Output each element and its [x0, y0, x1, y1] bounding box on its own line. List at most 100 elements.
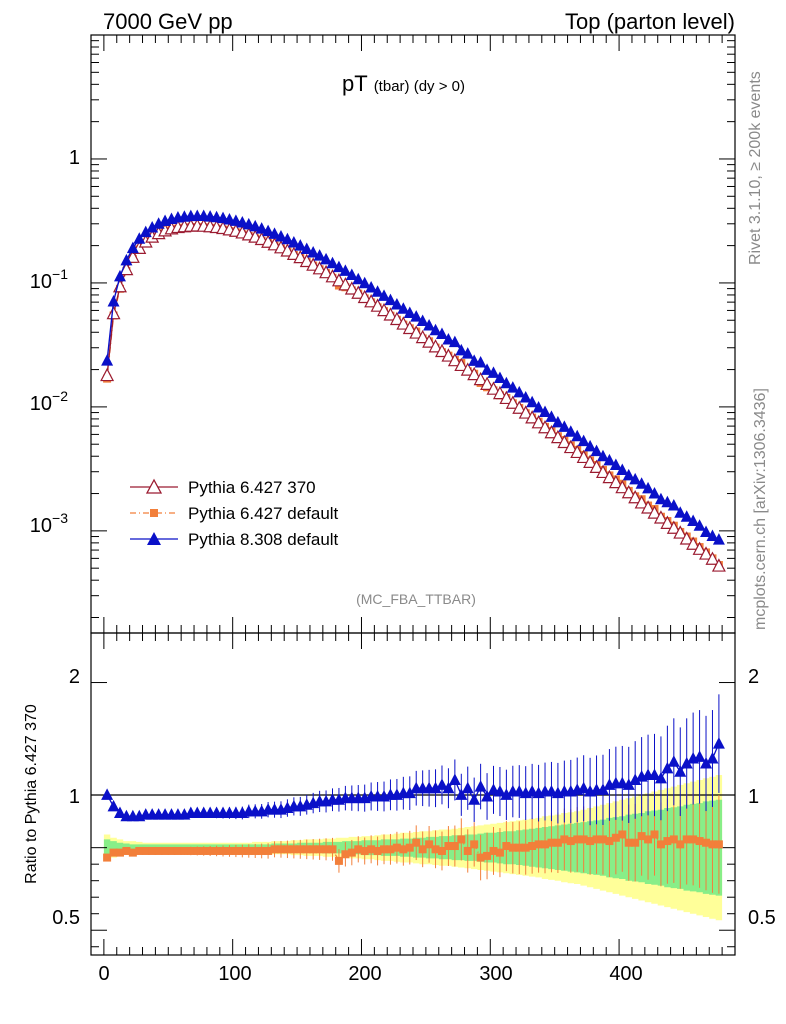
xtick-label-100: 100 — [218, 963, 251, 985]
data-point — [101, 354, 114, 366]
data-point — [455, 343, 468, 356]
ratio-ytick-2-left: 2 — [69, 666, 80, 688]
ytick-label-1e-1: 10−1 — [30, 266, 68, 293]
open-triangle-icon — [145, 478, 163, 494]
data-point — [538, 419, 553, 434]
data-point — [654, 492, 667, 505]
data-point — [410, 310, 423, 322]
ratio-point — [180, 846, 189, 855]
data-point — [262, 224, 275, 237]
ratio-point — [347, 848, 356, 857]
data-point — [609, 458, 622, 470]
data-point — [300, 242, 313, 254]
data-point — [299, 253, 314, 268]
filled-triangle-icon — [147, 532, 161, 545]
data-point — [622, 468, 635, 481]
data-point — [249, 219, 262, 232]
data-point — [146, 220, 159, 233]
ratio-point — [476, 853, 485, 862]
data-point — [320, 252, 333, 265]
ratio-point — [680, 756, 693, 769]
series-0 — [100, 218, 726, 572]
ratio-point — [354, 845, 363, 854]
ytick-label-1e-3: 10−3 — [30, 510, 68, 537]
data-point — [442, 332, 455, 345]
data-point — [428, 339, 443, 353]
data-point — [294, 239, 307, 251]
xtick-label-400: 400 — [609, 963, 642, 985]
ratio-point — [264, 846, 273, 855]
plot-title: pT (tbar) (dy > 0) — [342, 71, 465, 96]
ratio-point — [521, 843, 530, 852]
data-point — [422, 334, 437, 348]
data-point — [499, 390, 514, 405]
data-point — [448, 335, 461, 348]
xtick-label-0: 0 — [98, 963, 109, 985]
data-point — [396, 316, 411, 330]
ratio-point — [560, 835, 569, 844]
ratio-point — [461, 781, 474, 794]
ratio-point — [296, 845, 305, 854]
data-point — [577, 434, 590, 447]
data-point — [576, 449, 591, 464]
ratio-point — [128, 848, 137, 857]
data-point — [512, 400, 527, 414]
xtick-label-200: 200 — [348, 963, 381, 985]
data-point — [583, 454, 598, 468]
data-point — [474, 356, 487, 368]
data-point — [674, 506, 687, 518]
legend-label-2: Pythia 6.427 default — [188, 504, 339, 523]
ratio-point — [463, 846, 472, 855]
rivet-version-text: Rivet 3.1.10, ≥ 200k events — [747, 71, 764, 265]
ratio-point — [656, 840, 665, 849]
ratio-point — [455, 788, 468, 800]
xtick-label-300: 300 — [479, 963, 512, 985]
ratio-point — [577, 781, 590, 794]
data-point — [699, 546, 714, 560]
data-point — [518, 405, 533, 419]
legend: Pythia 6.427 370 Pythia 6.427 default Py… — [130, 478, 339, 549]
data-point — [550, 429, 565, 444]
data-point — [473, 371, 488, 386]
ratio-point — [629, 773, 642, 785]
data-point — [687, 514, 700, 527]
data-point — [409, 325, 424, 339]
data-point — [389, 311, 404, 326]
ratio-point — [360, 846, 369, 855]
ratio-point — [714, 840, 723, 849]
data-point — [686, 536, 701, 550]
data-point — [415, 329, 430, 344]
main-ytick-labels: 1 10−1 10−2 10−3 — [30, 147, 80, 537]
data-point — [364, 294, 379, 308]
ratio-point — [631, 838, 640, 847]
data-point — [692, 541, 707, 555]
data-point — [634, 495, 649, 509]
ratio-point — [650, 830, 659, 839]
ratio-point — [579, 835, 588, 844]
ratio-point — [474, 780, 487, 792]
ratio-point — [403, 786, 416, 799]
data-point — [357, 289, 372, 304]
data-point — [487, 366, 500, 378]
data-point — [139, 225, 152, 238]
ratio-point — [624, 838, 633, 847]
ratio-point — [386, 845, 395, 854]
ratio-point — [547, 838, 556, 847]
data-point — [661, 495, 674, 508]
main-y-ticks — [91, 34, 735, 633]
ratio-ytick-05-left: 0.5 — [52, 907, 80, 929]
ratio-point — [508, 843, 517, 852]
data-point — [106, 305, 121, 320]
data-point — [615, 479, 630, 494]
ratio-point — [695, 837, 704, 846]
data-point — [306, 257, 321, 271]
data-point — [711, 558, 726, 572]
data-point — [319, 264, 334, 279]
ratio-point — [596, 783, 609, 795]
ratio-point — [674, 765, 687, 777]
ratio-point — [161, 846, 170, 855]
data-point — [467, 366, 482, 381]
data-point — [454, 357, 469, 372]
data-point — [113, 269, 126, 282]
data-point — [377, 302, 392, 317]
